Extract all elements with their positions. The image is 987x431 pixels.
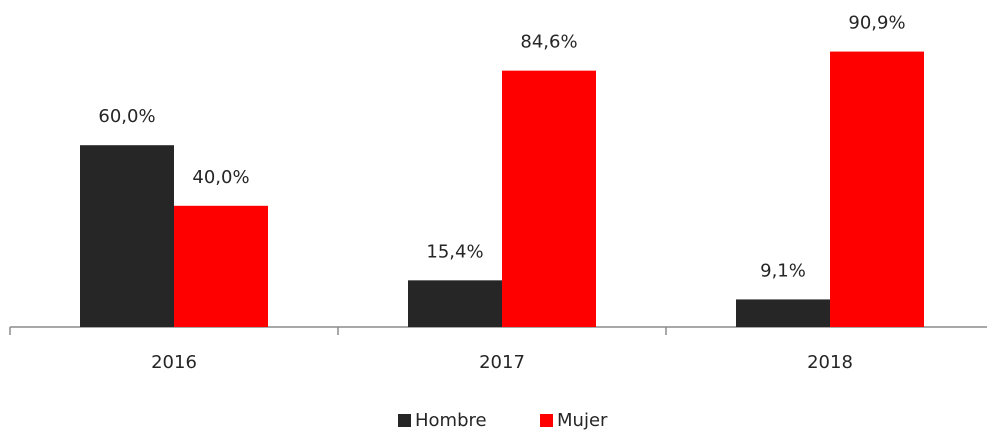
legend-label: Mujer bbox=[557, 410, 608, 431]
x-tick-label: 2017 bbox=[479, 352, 525, 373]
x-tick-label: 2018 bbox=[807, 352, 853, 373]
bar bbox=[408, 280, 502, 327]
x-tick-label: 2016 bbox=[151, 352, 197, 373]
bar bbox=[174, 205, 268, 327]
bar bbox=[736, 299, 830, 327]
bar bbox=[830, 51, 924, 327]
data-label: 84,6% bbox=[520, 32, 577, 53]
data-label: 40,0% bbox=[192, 167, 249, 188]
legend-swatch bbox=[540, 414, 553, 427]
legend-label: Hombre bbox=[415, 410, 487, 431]
data-label: 15,4% bbox=[426, 241, 483, 262]
data-label: 60,0% bbox=[98, 106, 155, 127]
bar bbox=[80, 145, 174, 327]
data-label: 9,1% bbox=[760, 260, 806, 281]
data-label: 90,9% bbox=[848, 13, 905, 34]
bar bbox=[502, 70, 596, 328]
legend-swatch bbox=[398, 414, 411, 427]
